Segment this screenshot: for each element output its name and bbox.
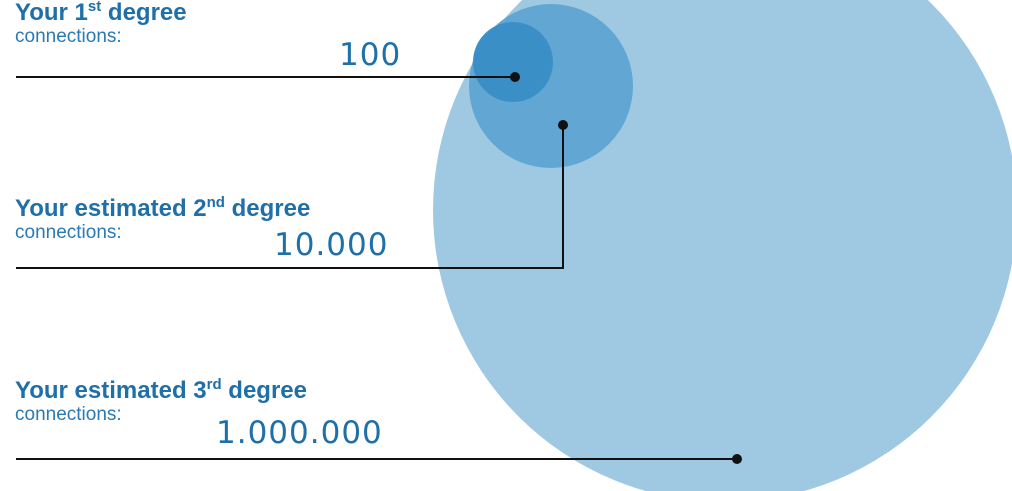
second-degree-leader-line <box>16 125 564 269</box>
third-degree-label: Your estimated 3rd degree connections: <box>15 376 307 426</box>
second-degree-subtitle: connections: <box>15 222 122 243</box>
first-degree-marker <box>510 72 520 82</box>
third-degree-title: Your estimated 3rd degree <box>15 376 307 404</box>
first-degree-title: Your 1st degree <box>15 0 187 26</box>
first-degree-circle <box>473 22 553 102</box>
third-degree-value: 1.000.000 <box>216 415 383 451</box>
first-degree-label: Your 1st degree connections: <box>15 0 187 48</box>
third-degree-marker <box>732 454 742 464</box>
first-degree-subtitle: connections: <box>15 26 122 47</box>
second-degree-label: Your estimated 2nd degree connections: <box>15 194 311 244</box>
third-degree-subtitle: connections: <box>15 404 122 425</box>
first-degree-value: 100 <box>339 37 402 73</box>
second-degree-value: 10.000 <box>274 227 389 263</box>
second-degree-marker <box>558 120 568 130</box>
second-degree-title: Your estimated 2nd degree <box>15 194 311 222</box>
